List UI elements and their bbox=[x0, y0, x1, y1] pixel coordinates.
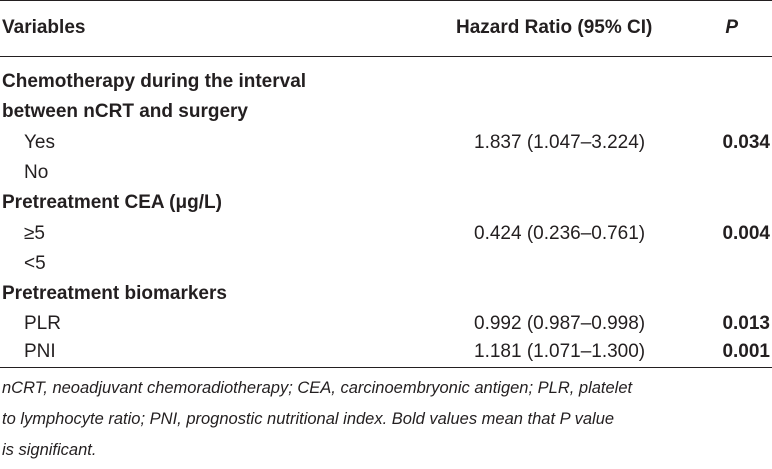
row-hazard-ratio: 1.181 (1.071–1.300) bbox=[474, 341, 646, 362]
row-label: No bbox=[24, 162, 49, 183]
group-biomarkers-title: Pretreatment biomarkers bbox=[2, 283, 227, 304]
row-p-value: 0.004 bbox=[722, 223, 770, 244]
row-label: <5 bbox=[24, 253, 46, 274]
header-variables: Variables bbox=[2, 17, 86, 38]
group-cea-title: Pretreatment CEA (μg/L) bbox=[2, 192, 222, 213]
row-label: ≥5 bbox=[24, 223, 45, 244]
footnote-line: is significant. bbox=[2, 441, 97, 459]
group-title: Pretreatment CEA (μg/L) bbox=[0, 188, 772, 218]
header-rule bbox=[0, 56, 772, 57]
table-row: <5 bbox=[0, 249, 772, 279]
header-p: P bbox=[725, 17, 738, 38]
bottom-rule bbox=[0, 367, 772, 368]
row-label: Yes bbox=[24, 132, 55, 153]
row-p-value: 0.001 bbox=[722, 341, 770, 362]
table-row: ≥5 0.424 (0.236–0.761) 0.004 bbox=[0, 219, 772, 249]
table-row: PNI 1.181 (1.071–1.300) 0.001 bbox=[0, 337, 772, 367]
row-hazard-ratio: 1.837 (1.047–3.224) bbox=[474, 132, 646, 153]
row-p-value: 0.034 bbox=[722, 132, 770, 153]
table-row: PLR 0.992 (0.987–0.998) 0.013 bbox=[0, 309, 772, 339]
group-chemotherapy-title-line2: between nCRT and surgery bbox=[2, 101, 248, 122]
header-hazard-ratio: Hazard Ratio (95% CI) bbox=[456, 17, 653, 38]
table-row: No bbox=[0, 158, 772, 188]
top-rule bbox=[0, 0, 772, 1]
group-title: Pretreatment biomarkers bbox=[0, 279, 772, 309]
table-footnote: nCRT, neoadjuvant chemoradiotherapy; CEA… bbox=[2, 373, 768, 466]
row-hazard-ratio: 0.992 (0.987–0.998) bbox=[474, 313, 646, 334]
table-header-row: Variables Hazard Ratio (95% CI) P bbox=[0, 13, 772, 43]
footnote-line: to lymphocyte ratio; PNI, prognostic nut… bbox=[2, 410, 615, 428]
footnote-line: nCRT, neoadjuvant chemoradiotherapy; CEA… bbox=[2, 379, 633, 397]
table-row: Yes 1.837 (1.047–3.224) 0.034 bbox=[0, 128, 772, 158]
group-title: between nCRT and surgery bbox=[0, 97, 772, 127]
row-p-value: 0.013 bbox=[722, 313, 770, 334]
row-hazard-ratio: 0.424 (0.236–0.761) bbox=[474, 223, 646, 244]
group-chemotherapy-title-line1: Chemotherapy during the interval bbox=[2, 71, 307, 92]
row-label: PNI bbox=[24, 341, 56, 362]
row-label: PLR bbox=[24, 313, 61, 334]
group-title: Chemotherapy during the interval bbox=[0, 67, 772, 97]
